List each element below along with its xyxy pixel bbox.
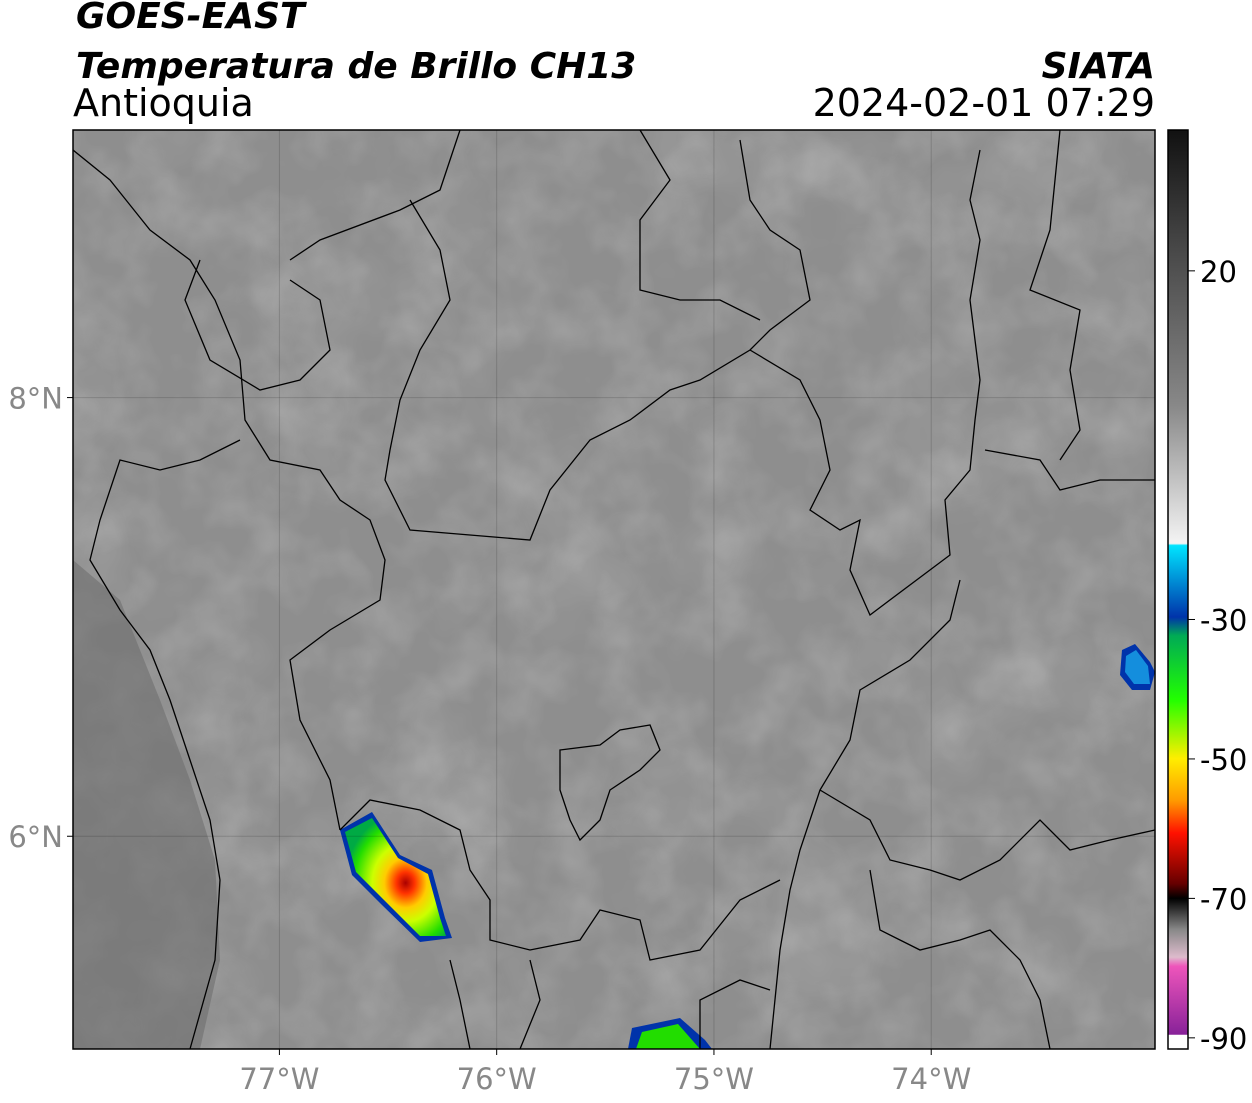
y-tick-label: 8°N [8, 382, 63, 416]
colorbar-tick-label: 20 [1200, 255, 1237, 289]
region: Antioquia [73, 81, 254, 125]
title: GOES-EAST [76, 0, 307, 37]
grid [73, 130, 1155, 1049]
x-tick-label: 74°W [891, 1062, 971, 1096]
boundaries [73, 130, 1155, 1049]
x-tick-label: 75°W [674, 1062, 754, 1096]
x-tick-label: 76°W [457, 1062, 537, 1096]
colorbar-tick-label: -50 [1200, 743, 1247, 777]
colorbar-tick-label: -90 [1200, 1022, 1247, 1056]
datetime: 2024-02-01 07:29 [813, 81, 1155, 125]
x-tick-label: 77°W [239, 1062, 319, 1096]
y-tick-label: 6°N [8, 820, 63, 854]
subtitle: Temperatura de Brillo CH13 [76, 46, 636, 87]
map-frame [72, 129, 1156, 1050]
colorbar [1167, 129, 1189, 1050]
map-image [73, 130, 1155, 1049]
source: SIATA [1042, 46, 1155, 87]
colorbar-tick-label: -70 [1200, 882, 1247, 916]
colorbar-tick-label: -30 [1200, 603, 1247, 637]
